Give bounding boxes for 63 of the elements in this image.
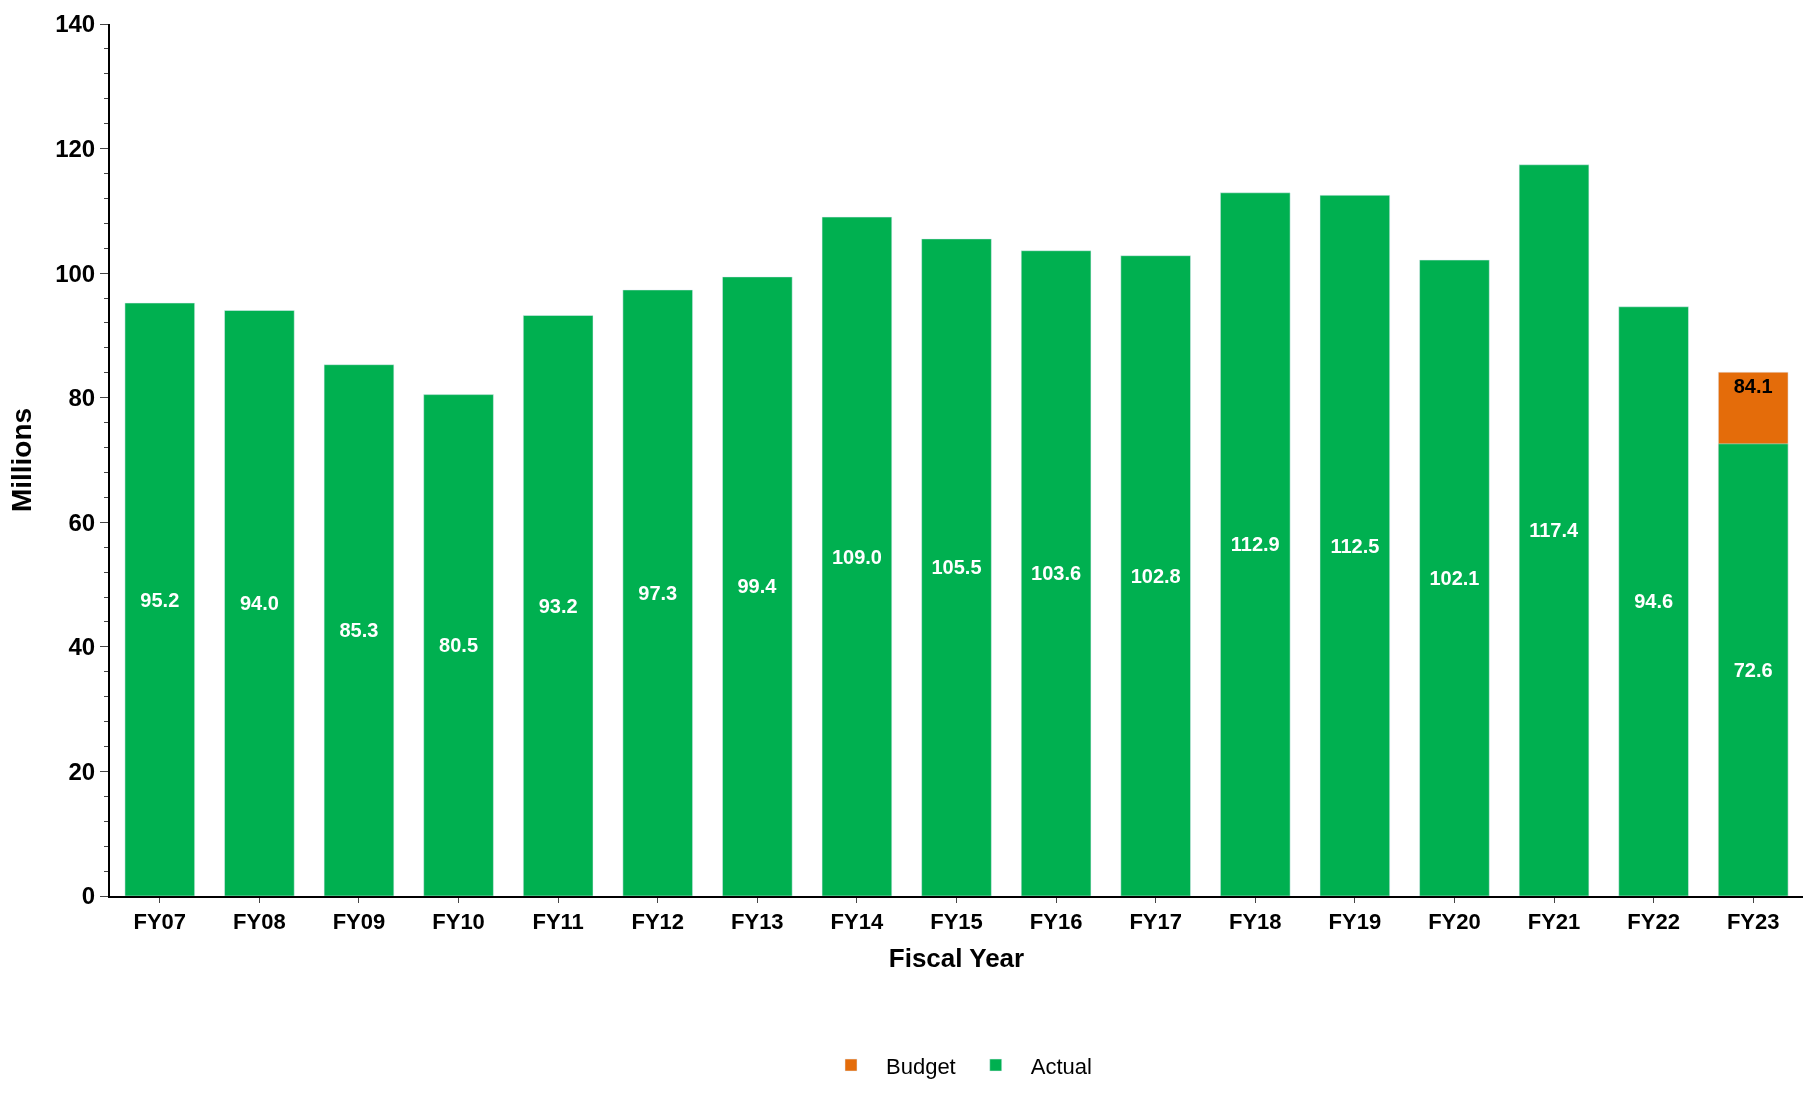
x-tick-label: FY23	[1726, 909, 1780, 935]
data-label: 93.2	[538, 594, 578, 617]
bar	[124, 302, 195, 896]
x-tick-label: FY20	[1428, 909, 1481, 935]
y-tick-label: 0	[81, 882, 96, 910]
x-tick-label: FY11	[532, 909, 584, 935]
y-tick-label: 60	[68, 508, 96, 536]
x-tick-label: FY21	[1527, 909, 1581, 935]
y-tick-label: 140	[55, 10, 96, 38]
x-tick-label: FY08	[233, 909, 286, 935]
x-tick-label: FY22	[1627, 909, 1680, 935]
x-tick-label: FY18	[1228, 909, 1282, 935]
x-axis-title: Fiscal Year	[888, 942, 1025, 973]
x-tick-label: FY15	[930, 909, 983, 935]
y-tick-label: 80	[68, 384, 96, 412]
bar	[1518, 164, 1590, 896]
data-label: 80.5	[439, 634, 479, 657]
bar	[1020, 250, 1092, 896]
bar	[921, 238, 992, 896]
data-label: 105.5	[931, 556, 982, 579]
bar	[523, 315, 594, 896]
y-tick-label: 100	[55, 259, 96, 287]
x-tick-label: FY10	[432, 909, 485, 935]
data-label: 84.1	[1733, 375, 1773, 398]
data-label: 117.4	[1529, 519, 1579, 542]
y-tick-label: 40	[68, 633, 96, 661]
y-tick-label: 20	[68, 757, 96, 785]
data-label: 85.3	[339, 619, 379, 642]
data-label: 72.6	[1733, 658, 1773, 681]
bar	[1220, 192, 1291, 896]
bar	[224, 310, 295, 896]
data-label: 102.1	[1429, 567, 1480, 590]
legend-label: Actual	[1030, 1053, 1092, 1079]
x-tick-label: FY19	[1328, 909, 1382, 935]
bar	[1419, 259, 1490, 896]
x-tick-label: FY12	[631, 909, 685, 935]
data-label: 94.0	[239, 592, 279, 615]
legend-label: Budget	[886, 1053, 956, 1079]
bar	[1120, 255, 1191, 896]
bar	[722, 276, 793, 896]
x-tick-label: FY16	[1029, 909, 1083, 935]
bar	[423, 394, 494, 896]
data-label: 94.6	[1634, 590, 1674, 613]
y-axis-title: Millions	[6, 407, 38, 513]
x-tick-label: FY07	[133, 909, 187, 935]
bar	[821, 216, 893, 896]
x-tick-label: FY09	[332, 909, 386, 935]
data-label: 102.8	[1130, 564, 1181, 587]
data-label: 112.5	[1330, 534, 1380, 557]
data-label: 103.6	[1031, 562, 1082, 585]
bar	[1618, 306, 1689, 896]
data-label: 95.2	[140, 588, 180, 611]
x-tick-label: FY13	[731, 909, 784, 935]
data-label: 97.3	[638, 581, 678, 604]
data-label: 99.4	[737, 575, 778, 598]
bar	[323, 364, 395, 896]
data-label: 109.0	[831, 545, 882, 568]
data-label: 112.9	[1230, 533, 1280, 556]
bar	[1319, 195, 1390, 896]
bar	[622, 289, 693, 896]
x-tick-label: FY14	[830, 909, 884, 935]
x-tick-label: FY17	[1129, 909, 1182, 935]
y-tick-label: 120	[55, 134, 96, 162]
